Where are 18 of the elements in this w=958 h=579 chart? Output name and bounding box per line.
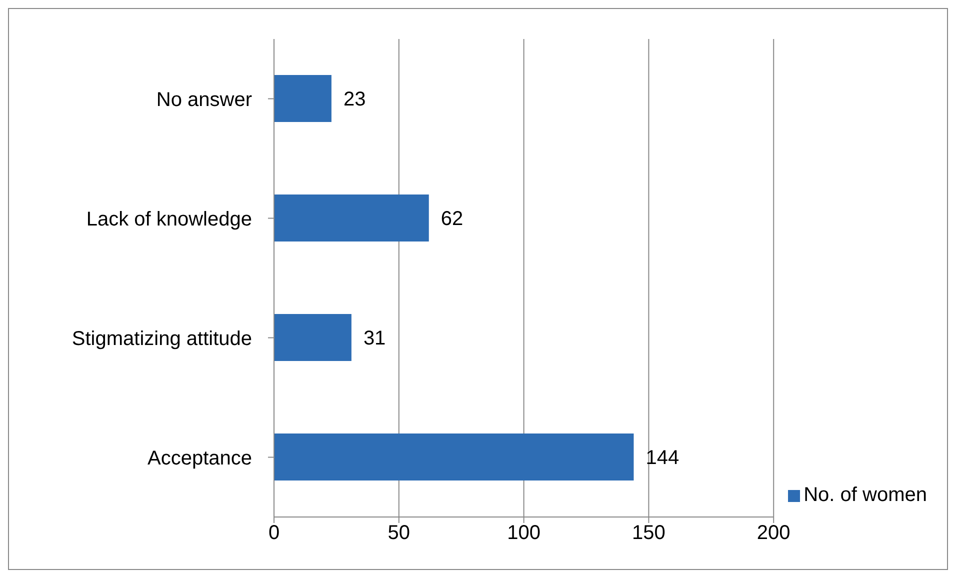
bar — [274, 314, 352, 361]
data-label: 31 — [363, 328, 386, 350]
x-tick-label: 150 — [632, 522, 666, 544]
data-label: 23 — [343, 88, 366, 111]
y-tick-label: Acceptance — [147, 447, 252, 470]
y-tick-label: Lack of knowledge — [86, 208, 252, 230]
bar — [274, 75, 332, 122]
y-tick-label: No answer — [156, 88, 252, 111]
data-label: 62 — [440, 208, 464, 230]
x-tick-label: 50 — [388, 522, 410, 544]
y-tick-label: Stigmatizing attitude — [72, 328, 252, 350]
data-label: 144 — [646, 447, 680, 470]
bar — [274, 434, 634, 480]
bar — [274, 194, 429, 242]
x-tick-label: 100 — [507, 522, 540, 544]
legend-label: No. of women — [804, 484, 927, 506]
x-tick-label: 200 — [756, 522, 790, 544]
x-tick-label: 0 — [268, 522, 280, 544]
